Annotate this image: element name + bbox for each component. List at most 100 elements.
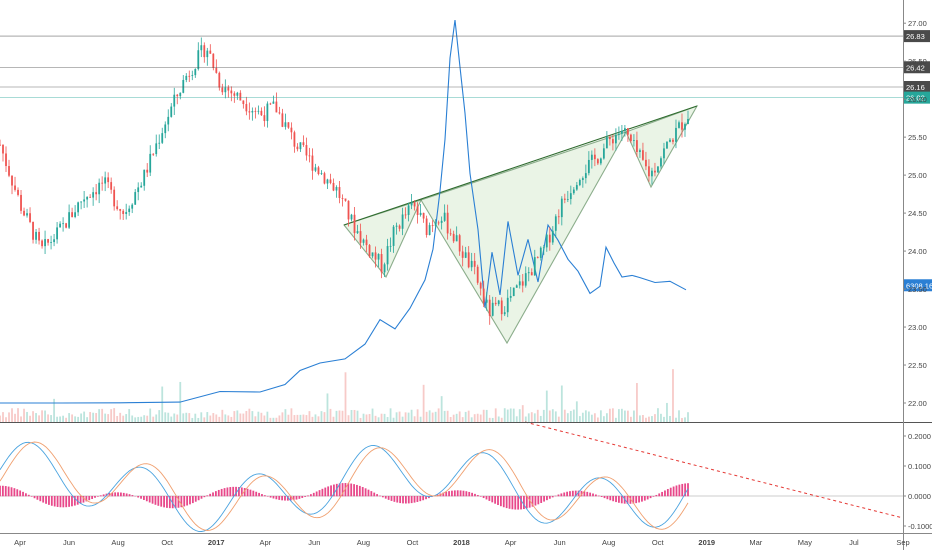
time-tick-label: Apr bbox=[14, 538, 26, 547]
oscillator-panel bbox=[0, 422, 903, 532]
volume-bar bbox=[41, 410, 43, 422]
volume-bar bbox=[315, 414, 317, 422]
volume-bar bbox=[206, 412, 208, 422]
volume-bar bbox=[59, 416, 61, 422]
candle-body bbox=[654, 171, 656, 173]
volume-bar bbox=[480, 415, 482, 422]
volume-bar bbox=[0, 416, 1, 422]
osc-histogram-bar bbox=[250, 490, 252, 497]
price-tick-label: 25.50 bbox=[908, 133, 927, 142]
time-tick-label: 2017 bbox=[208, 538, 225, 547]
osc-histogram-bar bbox=[117, 492, 119, 496]
candle-body bbox=[315, 167, 317, 170]
volume-bar bbox=[107, 414, 109, 422]
volume-bar bbox=[297, 415, 299, 422]
osc-histogram-bar bbox=[477, 495, 479, 496]
volume-bar bbox=[390, 408, 392, 422]
volume-bar bbox=[681, 418, 683, 422]
osc-tick-label: 0.0000 bbox=[908, 492, 931, 501]
osc-histogram-bar bbox=[126, 493, 128, 496]
osc-histogram-bar bbox=[419, 496, 421, 501]
volume-bar bbox=[375, 416, 377, 422]
candle-body bbox=[621, 131, 623, 134]
osc-histogram-bar bbox=[100, 495, 102, 496]
candle-body bbox=[306, 145, 308, 155]
candle-body bbox=[336, 187, 338, 190]
candle-body bbox=[426, 219, 428, 235]
osc-histogram-bar bbox=[356, 485, 358, 496]
candle-body bbox=[41, 241, 43, 247]
time-tick-label: Oct bbox=[407, 538, 420, 547]
volume-bar bbox=[170, 417, 172, 422]
candle-body bbox=[17, 190, 19, 195]
volume-bar bbox=[92, 413, 94, 422]
volume-bar bbox=[387, 417, 389, 422]
osc-histogram-bar bbox=[589, 493, 591, 497]
osc-histogram-bar bbox=[474, 494, 476, 496]
candle-body bbox=[47, 239, 49, 243]
osc-histogram-bar bbox=[68, 496, 70, 507]
candle-body bbox=[399, 226, 401, 229]
osc-histogram-bar bbox=[601, 496, 603, 497]
candle-body bbox=[224, 87, 226, 92]
candle-body bbox=[321, 173, 323, 174]
candle-body bbox=[459, 235, 461, 251]
candle-body bbox=[164, 124, 166, 133]
osc-histogram-bar bbox=[385, 496, 387, 499]
candle-body bbox=[0, 145, 1, 146]
candle-body bbox=[462, 251, 464, 257]
candle-body bbox=[44, 239, 46, 246]
candle-body bbox=[125, 212, 127, 214]
volume-bars bbox=[0, 369, 689, 422]
osc-histogram-bar bbox=[232, 487, 234, 496]
volume-bar bbox=[405, 412, 407, 422]
volume-bar bbox=[11, 408, 13, 422]
osc-histogram-bar bbox=[362, 487, 364, 496]
candle-body bbox=[594, 155, 596, 159]
osc-histogram-bar bbox=[465, 491, 467, 496]
candle-body bbox=[194, 69, 196, 75]
candle-body bbox=[5, 153, 7, 166]
price-tick-label: 26.50 bbox=[908, 57, 927, 66]
candle-body bbox=[140, 186, 142, 188]
osc-histogram-bar bbox=[13, 488, 15, 496]
osc-histogram-bar bbox=[655, 495, 657, 496]
candle-body bbox=[23, 211, 25, 216]
volume-bar bbox=[654, 414, 656, 422]
osc-histogram-bar bbox=[546, 496, 548, 500]
osc-histogram-bar bbox=[497, 496, 499, 505]
osc-histogram-bar bbox=[486, 496, 488, 499]
osc-histogram-bar bbox=[391, 496, 393, 501]
time-tick-label: 2018 bbox=[453, 538, 470, 547]
osc-histogram-bar bbox=[670, 488, 672, 497]
osc-histogram-bar bbox=[281, 496, 283, 500]
osc-histogram-bar bbox=[146, 496, 148, 501]
candle-body bbox=[432, 225, 434, 226]
volume-bar bbox=[396, 412, 398, 422]
candle-body bbox=[543, 247, 545, 248]
candle-body bbox=[477, 267, 479, 283]
volume-bar bbox=[285, 409, 287, 422]
volume-bar bbox=[684, 417, 686, 422]
volume-bar bbox=[378, 417, 380, 422]
osc-histogram-bar bbox=[0, 486, 1, 497]
osc-histogram-bar bbox=[224, 488, 226, 496]
osc-histogram-bar bbox=[212, 492, 214, 496]
osc-histogram-bar bbox=[411, 496, 413, 503]
osc-histogram-bar bbox=[454, 490, 456, 496]
candle-body bbox=[372, 252, 374, 256]
candle-body bbox=[438, 223, 440, 224]
volume-bar bbox=[5, 417, 7, 422]
candle-body bbox=[203, 45, 205, 57]
candle-body bbox=[507, 298, 509, 312]
volume-bar bbox=[80, 413, 82, 422]
volume-bar bbox=[585, 410, 587, 422]
candle-body bbox=[179, 93, 181, 96]
osc-histogram-bar bbox=[221, 489, 223, 496]
candle-body bbox=[678, 122, 680, 128]
candle-body bbox=[38, 232, 40, 241]
osc-histogram-bar bbox=[396, 496, 398, 503]
volume-bar bbox=[369, 414, 371, 422]
candle-body bbox=[501, 301, 503, 315]
osc-histogram-bar bbox=[261, 494, 263, 496]
